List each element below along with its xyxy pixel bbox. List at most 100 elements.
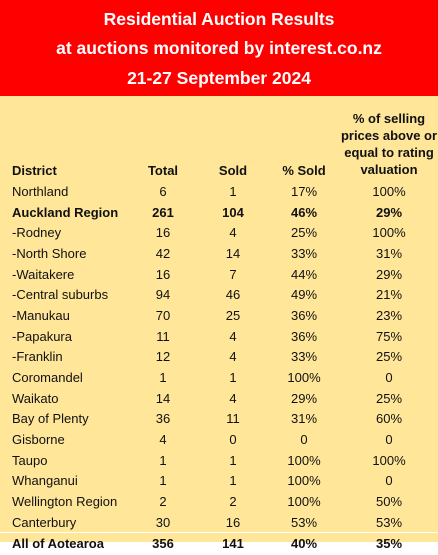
cell-total: 261 (152, 204, 174, 220)
cell-total: 6 (159, 183, 167, 199)
pct-above-header-line-4: valuation (360, 162, 418, 177)
cell-pct-sold: 29% (290, 390, 318, 406)
cell-district: Taupo (12, 452, 48, 468)
column-header-district: District (12, 163, 57, 178)
cell-district: -Manukau (12, 307, 70, 323)
cell-pct-sold: 100% (287, 370, 321, 386)
cell-district: -Franklin (12, 349, 63, 365)
cell-pct-above-valuation: 50% (375, 494, 403, 510)
title-banner: Residential Auction Results at auctions … (0, 0, 438, 96)
cell-district: Bay of Plenty (12, 411, 89, 427)
cell-district: Waikato (12, 390, 59, 406)
cell-sold: 1 (229, 370, 237, 386)
cell-pct-above-valuation: 25% (375, 390, 403, 406)
cell-total: 1 (159, 452, 167, 468)
cell-pct-sold: 49% (290, 287, 318, 303)
cell-district: Whanganui (12, 473, 78, 489)
table-row: Whanganui 1 1 100% 0 (0, 471, 438, 492)
cell-sold: 141 (198, 532, 268, 555)
cell-pct-sold: 100% (287, 452, 321, 468)
cell-total: 70 (155, 307, 171, 323)
results-table: District Total Sold % Sold % of selling … (0, 96, 438, 555)
cell-pct-sold: 40% (268, 532, 340, 555)
column-header-pct-sold: % Sold (282, 163, 326, 178)
cell-pct-sold: 36% (290, 307, 318, 323)
table-row: -Central suburbs 94 46 49% 21% (0, 284, 438, 305)
cell-pct-sold: 36% (290, 328, 318, 344)
cell-district: -North Shore (12, 245, 87, 261)
cell-pct-above-valuation: 53% (375, 514, 403, 530)
cell-pct-above-valuation: 35% (340, 532, 438, 555)
cell-pct-sold: 33% (290, 245, 318, 261)
table-row: -Franklin 12 4 33% 25% (0, 347, 438, 368)
cell-sold: 4 (229, 390, 237, 406)
title-line-1: Residential Auction Results (103, 9, 335, 29)
cell-pct-above-valuation: 29% (375, 266, 403, 282)
cell-sold: 7 (229, 266, 237, 282)
column-header-pct-above-valuation: % of selling prices above or equal to ra… (340, 96, 438, 181)
title-line-2: at auctions monitored by interest.co.nz (56, 38, 382, 58)
cell-pct-above-valuation: 23% (375, 307, 403, 323)
cell-total: 30 (155, 514, 171, 530)
column-header-total: Total (147, 163, 179, 178)
cell-sold: 1 (229, 452, 237, 468)
table-row: Auckland Region 261 104 46% 29% (0, 202, 438, 223)
cell-pct-above-valuation: 60% (375, 411, 403, 427)
cell-pct-above-valuation: 21% (375, 287, 403, 303)
cell-total: 1 (159, 370, 167, 386)
cell-total: 16 (155, 225, 171, 241)
cell-total: 14 (155, 390, 171, 406)
cell-total: 1 (159, 473, 167, 489)
cell-pct-sold: 33% (290, 349, 318, 365)
table-row: -Manukau 70 25 36% 23% (0, 305, 438, 326)
cell-district: -Papakura (12, 328, 72, 344)
cell-sold: 2 (229, 494, 237, 510)
cell-pct-above-valuation: 75% (375, 328, 403, 344)
table-row: Northland 6 1 17% 100% (0, 181, 438, 202)
table-row: Bay of Plenty 36 11 31% 60% (0, 409, 438, 430)
cell-total: 16 (155, 266, 171, 282)
cell-pct-sold: 100% (287, 473, 321, 489)
cell-district: Gisborne (12, 432, 65, 448)
table-row: Taupo 1 1 100% 100% (0, 450, 438, 471)
cell-district: Canterbury (12, 514, 77, 530)
cell-total: 94 (155, 287, 171, 303)
cell-total: 356 (128, 532, 198, 555)
cell-sold: 11 (226, 411, 240, 427)
table-body: Northland 6 1 17% 100% Auckland Region 261 104 4… (0, 181, 438, 555)
cell-sold: 0 (229, 432, 237, 448)
cell-total: 42 (155, 245, 171, 261)
table-row: Waikato 14 4 29% 25% (0, 388, 438, 409)
cell-pct-sold: 53% (290, 514, 318, 530)
cell-pct-sold: 25% (290, 225, 318, 241)
cell-district: Coromandel (12, 370, 83, 386)
pct-above-header-line-3: equal to rating (344, 145, 434, 160)
title-date-range: 21-27 September 2024 (127, 68, 311, 88)
cell-sold: 4 (229, 328, 237, 344)
column-header-sold: Sold (218, 163, 248, 178)
cell-sold: 1 (229, 473, 237, 489)
pct-above-header-line-1: % of selling (352, 111, 426, 126)
cell-total: 36 (155, 411, 171, 427)
cell-pct-above-valuation: 29% (375, 204, 403, 220)
table-header-row: District Total Sold % Sold % of selling … (0, 96, 438, 181)
cell-district: -Central suburbs (12, 287, 109, 303)
cell-total: 11 (156, 328, 170, 344)
cell-total: 2 (159, 494, 167, 510)
cell-pct-above-valuation: 0 (385, 370, 393, 386)
cell-total: 4 (159, 432, 167, 448)
cell-total: 12 (155, 349, 171, 365)
cell-district: Northland (12, 183, 69, 199)
table-row: -North Shore 42 14 33% 31% (0, 243, 438, 264)
table-row: Canterbury 30 16 53% 53% (0, 512, 438, 533)
cell-sold: 16 (225, 514, 241, 530)
cell-pct-above-valuation: 100% (372, 225, 406, 241)
cell-pct-sold: 17% (290, 183, 318, 199)
table-row: Wellington Region 2 2 100% 50% (0, 491, 438, 512)
cell-sold: 14 (225, 245, 241, 261)
cell-sold: 25 (225, 307, 241, 323)
cell-pct-sold: 100% (287, 494, 321, 510)
cell-pct-above-valuation: 25% (375, 349, 403, 365)
cell-pct-above-valuation: 100% (372, 452, 406, 468)
